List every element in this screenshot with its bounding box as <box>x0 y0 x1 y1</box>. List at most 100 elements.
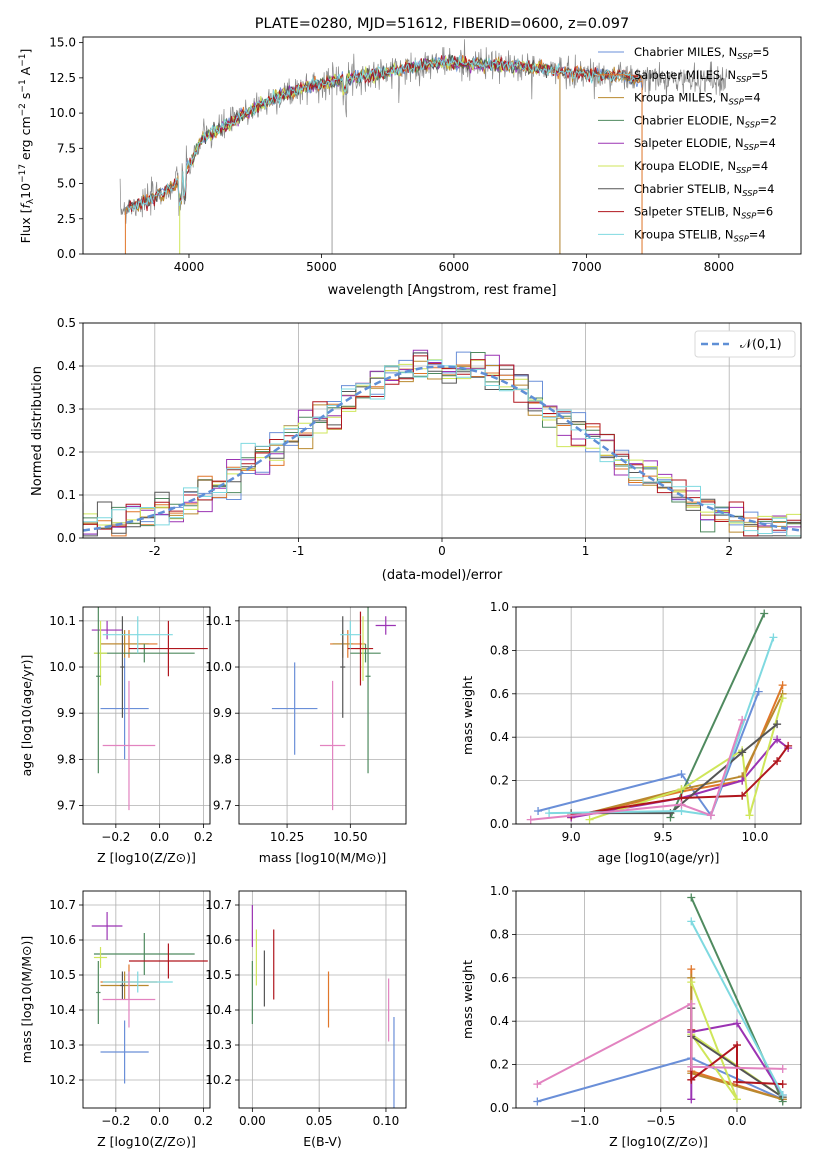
mass-weight-marker <box>534 806 543 815</box>
y-tick-label: 0.3 <box>57 402 76 416</box>
x-tick-label: 0.0 <box>150 830 169 844</box>
y-tick-label: 0.4 <box>490 1014 509 1028</box>
x-tick-label: −1.0 <box>570 1114 599 1128</box>
y-tick-label: 10.0 <box>205 660 232 674</box>
x-axis-label: age [log10(age/yr)] <box>598 850 720 865</box>
x-tick-label: 9.5 <box>654 830 673 844</box>
mass-weight-marker <box>545 809 554 818</box>
mass-weight-marker <box>677 785 686 794</box>
mass-weight-marker <box>706 811 715 820</box>
mass-weight-marker <box>745 811 754 820</box>
y-tick-label: 0.8 <box>490 927 509 941</box>
y-tick-label: 10.3 <box>205 1038 232 1052</box>
mass-weight-marker <box>732 1095 741 1104</box>
y-tick-label: 12.5 <box>49 71 76 85</box>
y-tick-label: 10.5 <box>205 968 232 982</box>
mass-weight-marker <box>687 999 696 1008</box>
legend-entry: Salpeter ELODIE, NSSP=4 <box>634 136 776 152</box>
y-tick-label: 9.8 <box>213 752 232 766</box>
x-tick-label: 4000 <box>174 260 205 274</box>
legend-entry: Kroupa STELIB, NSSP=4 <box>634 227 766 243</box>
y-tick-label: 0.0 <box>490 1101 509 1115</box>
mass-weight-marker <box>533 1097 542 1106</box>
mass-weight-marker <box>773 735 782 744</box>
x-tick-label: 2 <box>725 544 733 558</box>
x-tick-label: 0.0 <box>727 1114 746 1128</box>
legend-box <box>694 330 796 358</box>
mass-weight-marker <box>754 687 763 696</box>
mass-weight-marker <box>773 757 782 766</box>
x-tick-label: -2 <box>149 544 161 558</box>
legend-entry: 𝒩(0,1) <box>740 336 782 351</box>
mass-weight-marker <box>732 1077 741 1086</box>
y-tick-label: 0.0 <box>490 817 509 831</box>
x-tick-label: 0 <box>438 544 446 558</box>
axes-frame <box>82 890 211 1109</box>
y-tick-label: 9.7 <box>213 799 232 813</box>
mass-weight-marker <box>738 791 747 800</box>
mass-weight-line <box>669 613 766 818</box>
mass-weight-marker <box>769 633 778 642</box>
y-tick-label: 0.4 <box>57 359 76 373</box>
y-axis-label: Flux [fλ10−17 erg cm−2 s−1 A−1] <box>18 49 36 244</box>
legend-entry: Kroupa ELODIE, NSSP=4 <box>634 159 768 175</box>
mass-weight-line <box>589 697 784 821</box>
y-tick-label: 10.0 <box>49 660 76 674</box>
model-spectrum-line <box>127 55 639 213</box>
x-tick-label: 10.0 <box>742 830 769 844</box>
x-tick-label: 10.50 <box>333 830 367 844</box>
model-spectrum-line <box>124 56 642 212</box>
x-tick-label: 8000 <box>704 260 735 274</box>
legend-entry: Salpeter MILES, NSSP=5 <box>634 68 768 84</box>
chart-title: PLATE=0280, MJD=51612, FIBERID=0600, z=0… <box>255 16 629 32</box>
y-tick-label: 10.7 <box>49 898 76 912</box>
y-tick-label: 10.6 <box>49 933 76 947</box>
y-tick-label: 15.0 <box>49 36 76 50</box>
model-spectrum-line <box>191 55 560 166</box>
x-tick-label: 5000 <box>306 260 337 274</box>
y-tick-label: 9.7 <box>57 799 76 813</box>
legend-entry: Salpeter STELIB, NSSP=6 <box>634 205 773 221</box>
mass-weight-marker <box>778 681 787 690</box>
axes-frame <box>515 606 802 825</box>
x-axis-label: mass [log10(M/M⊙)] <box>259 850 387 865</box>
y-axis-label: mass weight <box>460 676 475 755</box>
mass-weight-marker <box>687 893 696 902</box>
x-axis-label: Z [log10(Z/Z⊙)] <box>609 1134 708 1149</box>
axes-frame <box>515 890 802 1109</box>
y-tick-label: 10.1 <box>205 614 232 628</box>
model-spectrum-line <box>127 55 639 212</box>
x-tick-label: 0.10 <box>373 1114 400 1128</box>
mass-weight-marker <box>760 609 769 618</box>
y-axis-label: age [log10(age/yr)] <box>19 655 34 777</box>
x-tick-label: 10.25 <box>270 830 304 844</box>
y-tick-label: 5.0 <box>57 177 76 191</box>
x-axis-label: wavelength [Angstrom, rest frame] <box>328 283 557 298</box>
mass-weight-marker <box>773 720 782 729</box>
y-tick-label: 0.4 <box>490 730 509 744</box>
x-tick-label: 9.0 <box>562 830 581 844</box>
x-axis-label: (data-model)/error <box>382 568 503 583</box>
legend-entry: Chabrier ELODIE, NSSP=2 <box>634 113 777 129</box>
y-tick-label: 10.2 <box>49 1073 76 1087</box>
y-tick-label: 10.0 <box>49 106 76 120</box>
y-axis-label: mass [log10(M/M⊙)] <box>19 936 34 1064</box>
mass-weight-marker <box>778 1080 787 1089</box>
y-tick-label: 9.9 <box>57 706 76 720</box>
y-tick-label: 10.4 <box>205 1003 232 1017</box>
y-tick-label: 2.5 <box>57 212 76 226</box>
mass-weight-marker <box>687 965 696 974</box>
mass-weight-marker <box>778 1064 787 1073</box>
mass-weight-marker <box>526 815 535 824</box>
y-tick-label: 10.2 <box>205 1073 232 1087</box>
axes-frame <box>82 36 802 255</box>
legend-entry: Chabrier MILES, NSSP=5 <box>634 45 769 61</box>
mass-weight-marker <box>677 800 686 809</box>
y-tick-label: 10.5 <box>49 968 76 982</box>
mass-weight-line <box>571 723 778 815</box>
axes-frame <box>238 890 407 1109</box>
mass-weight-marker <box>687 917 696 926</box>
x-tick-label: 6000 <box>439 260 470 274</box>
residual-histogram <box>83 359 801 537</box>
